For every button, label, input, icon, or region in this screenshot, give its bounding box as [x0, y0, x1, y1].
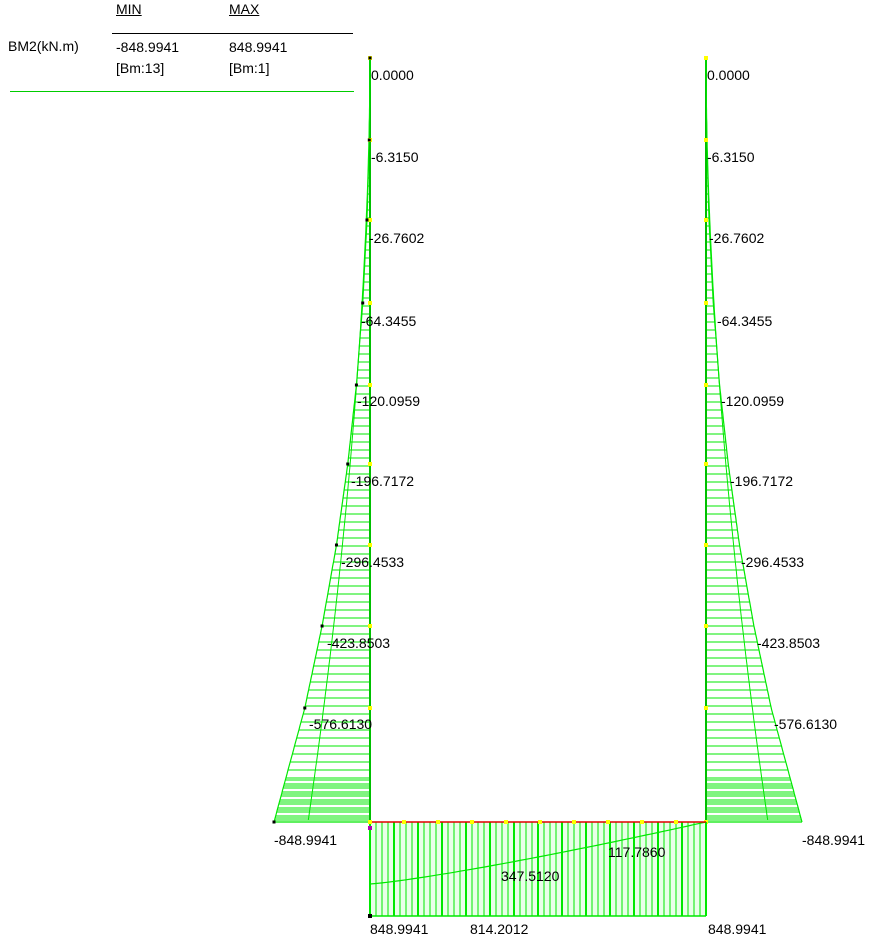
beam-node-marker [504, 820, 508, 824]
left-node-marker [368, 301, 372, 305]
left-column-base-label: -848.9941 [274, 832, 337, 848]
left-tip-dot [334, 543, 338, 547]
beam-node-marker [674, 820, 678, 824]
left-node-marker [368, 383, 372, 387]
legend-header-rule [112, 33, 353, 34]
right-column-label: -576.6130 [774, 716, 837, 732]
legend-table: MIN MAX BM2(kN.m) -848.9941 848.9941 [Bm… [0, 0, 360, 100]
left-column-diagram [272, 56, 372, 824]
left-secondary-curve [307, 58, 371, 821]
right-node-marker [704, 462, 708, 466]
left-tip-dot [368, 56, 372, 60]
right-column-base-label: -848.9941 [802, 832, 865, 848]
left-column-label: 0.0000 [371, 67, 414, 83]
beam-right-end-label: 848.9941 [708, 921, 767, 937]
beam-node-marker [368, 820, 372, 824]
beam-node-marker [402, 820, 406, 824]
beam-quarter-label: 117.7860 [608, 844, 666, 860]
left-node-marker [368, 462, 372, 466]
left-column-label: -6.3150 [371, 149, 419, 165]
left-column-label: -26.7602 [369, 230, 424, 246]
left-node-marker [368, 624, 372, 628]
right-node-marker [704, 138, 708, 142]
beam-mid-label: 347.5120 [501, 868, 560, 884]
right-column-label: -120.0959 [721, 393, 784, 409]
beam-node-marker [572, 820, 576, 824]
right-column-label: -26.7602 [709, 230, 764, 246]
left-diagram-outline [273, 58, 371, 823]
right-node-marker [704, 301, 708, 305]
beam-node-marker [606, 820, 610, 824]
left-tip-dot [361, 301, 365, 305]
left-tip-dot [320, 624, 324, 628]
beam-node-marker [436, 820, 440, 824]
right-node-marker [704, 56, 708, 60]
right-column-label: -64.3455 [717, 313, 772, 329]
left-column-label: -196.7172 [351, 473, 414, 489]
beam-joint-marker [368, 826, 372, 830]
beam-node-marker [470, 820, 474, 824]
right-node-marker [704, 706, 708, 710]
left-tip-dot [303, 706, 307, 710]
right-column-label: 0.0000 [707, 67, 750, 83]
beam-diagram [368, 820, 707, 918]
left-tip-dot [365, 218, 369, 222]
left-column-label: -120.0959 [357, 393, 420, 409]
legend-min-value: -848.9941 [116, 39, 180, 55]
beam-first-span-label: 814.2012 [470, 921, 529, 937]
left-tip-dot [367, 138, 371, 142]
right-column-label: -423.8503 [757, 635, 820, 651]
value-labels: 0.0000 0.0000 -6.3150 -6.3150 -26.7602 -26.76… [274, 67, 865, 937]
left-column-label: -64.3455 [361, 313, 416, 329]
left-node-marker [368, 218, 372, 222]
right-column-label: -296.4533 [741, 554, 804, 570]
right-column-label: -196.7172 [730, 473, 793, 489]
beam-end-dot [368, 914, 372, 918]
right-diagram-outline [705, 58, 803, 823]
right-node-marker [704, 383, 708, 387]
left-column-label: -423.8503 [327, 635, 390, 651]
right-node-marker [704, 218, 708, 222]
right-node-marker [704, 543, 708, 547]
left-column-label: -296.4533 [341, 554, 404, 570]
left-tip-dot [346, 462, 350, 466]
beam-node-marker [538, 820, 542, 824]
beam-node-marker [640, 820, 644, 824]
legend-max-value: 848.9941 [229, 39, 288, 55]
left-tip-dot [354, 383, 358, 387]
beam-secondary-curve [369, 821, 707, 885]
legend-min-header: MIN [116, 1, 142, 17]
right-node-marker [704, 624, 708, 628]
left-node-marker [368, 706, 372, 710]
left-column-label: -576.6130 [309, 716, 372, 732]
left-tip-dot [272, 820, 276, 824]
right-column-diagram [704, 56, 803, 824]
legend-color-rule [10, 91, 354, 92]
right-secondary-curve [705, 58, 769, 821]
beam-left-end-label: 848.9941 [370, 921, 429, 937]
right-column-label: -6.3150 [707, 149, 755, 165]
left-node-marker [368, 543, 372, 547]
legend-min-beam: [Bm:13] [116, 60, 165, 76]
legend-quantity-label: BM2(kN.m) [8, 38, 79, 54]
legend-max-beam: [Bm:1] [229, 60, 270, 76]
legend-max-header: MAX [229, 1, 260, 17]
